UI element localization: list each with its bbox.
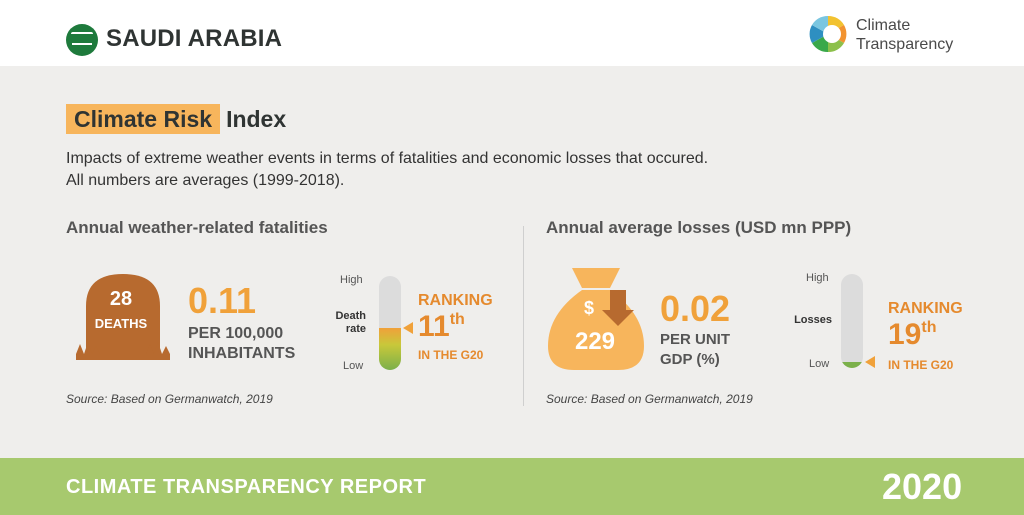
fatality-ranking-value: 11th xyxy=(418,310,465,344)
losses-gdp-unit: PER UNIT GDP (%) xyxy=(660,330,730,370)
losses-ranking-number: 19 xyxy=(888,318,922,351)
losses-source: Source: Based on Germanwatch, 2019 xyxy=(546,392,753,406)
fatality-ranking-label: RANKING xyxy=(418,292,493,309)
footer: CLIMATE TRANSPARENCY REPORT 2020 xyxy=(0,458,1024,515)
section-divider xyxy=(523,226,524,406)
fatality-rate-value: 0.11 xyxy=(188,280,257,321)
losses-unit-line-1: PER UNIT xyxy=(660,331,731,348)
deaths-label: DEATHS xyxy=(94,316,148,331)
climate-transparency-logo-icon xyxy=(809,15,847,53)
description-line-1: Impacts of extreme weather events in ter… xyxy=(66,150,709,167)
fatality-ranking-sub: IN THE G20 xyxy=(418,348,484,362)
fatality-rate-unit: PER 100,000 INHABITANTS xyxy=(188,324,295,364)
footer-report-title: CLIMATE TRANSPARENCY REPORT xyxy=(66,476,427,498)
page-title: Climate Risk Index xyxy=(66,104,287,134)
description: Impacts of extreme weather events in ter… xyxy=(66,148,866,192)
footer-year: 2020 xyxy=(882,466,963,507)
fatality-unit-line-1: PER 100,000 xyxy=(188,325,284,342)
country-name: SAUDI ARABIA xyxy=(106,25,283,52)
losses-ranking-suffix: th xyxy=(921,319,937,336)
deaths-count: 28 xyxy=(109,288,133,310)
losses-gauge-pointer-icon xyxy=(865,356,875,369)
fatality-gauge-mid-line-2: rate xyxy=(345,323,366,335)
fatality-gauge-tube xyxy=(379,276,401,370)
fatality-gauge-low-label: Low xyxy=(343,360,364,372)
saudi-flag-icon xyxy=(66,24,98,56)
fatality-gauge-pointer-icon xyxy=(403,321,413,334)
fatality-source: Source: Based on Germanwatch, 2019 xyxy=(66,392,273,406)
losses-gauge-high-label: High xyxy=(806,272,829,284)
fatality-gauge-fill xyxy=(379,327,401,370)
losses-gauge-mid-label: Losses xyxy=(794,314,832,326)
losses-ranking-value: 19th xyxy=(888,318,936,352)
fatality-gauge-mid-line-1: Death xyxy=(335,310,366,322)
title-rest: Index xyxy=(226,106,287,132)
fatality-ranking-number: 11 xyxy=(418,310,450,343)
losses-gauge-tube xyxy=(841,274,863,368)
fatality-unit-line-2: INHABITANTS xyxy=(188,345,296,362)
currency-symbol: $ xyxy=(584,298,595,318)
gravestone-icon xyxy=(76,274,170,360)
brand-line-1: Climate xyxy=(856,17,911,34)
losses-gauge-fill xyxy=(841,362,863,368)
losses-gauge-low-label: Low xyxy=(809,358,830,370)
description-line-2: All numbers are averages (1999-2018). xyxy=(66,172,345,189)
fatality-gauge-mid-label: Death rate xyxy=(318,310,366,336)
losses-bag-value: 229 xyxy=(574,328,616,355)
money-bag-icon xyxy=(548,268,644,370)
header: SAUDI ARABIA Climate Transparency xyxy=(0,0,1024,66)
losses-section-title: Annual average losses (USD mn PPP) xyxy=(546,218,852,237)
climate-transparency-brand: Climate Transparency xyxy=(856,16,953,54)
brand-line-2: Transparency xyxy=(856,36,954,53)
title-highlight: Climate Risk xyxy=(66,104,221,134)
content-panel: Climate Risk Index Impacts of extreme wea… xyxy=(0,66,1024,458)
fatalities-section-title: Annual weather-related fatalities xyxy=(66,218,328,237)
losses-ranking-sub: IN THE G20 xyxy=(888,358,954,372)
losses-unit-line-2: GDP (%) xyxy=(660,351,720,368)
losses-ranking-label: RANKING xyxy=(888,300,963,317)
fatality-ranking-suffix: th xyxy=(449,311,465,328)
fatality-gauge-high-label: High xyxy=(340,274,363,286)
losses-gdp-value: 0.02 xyxy=(660,288,731,329)
